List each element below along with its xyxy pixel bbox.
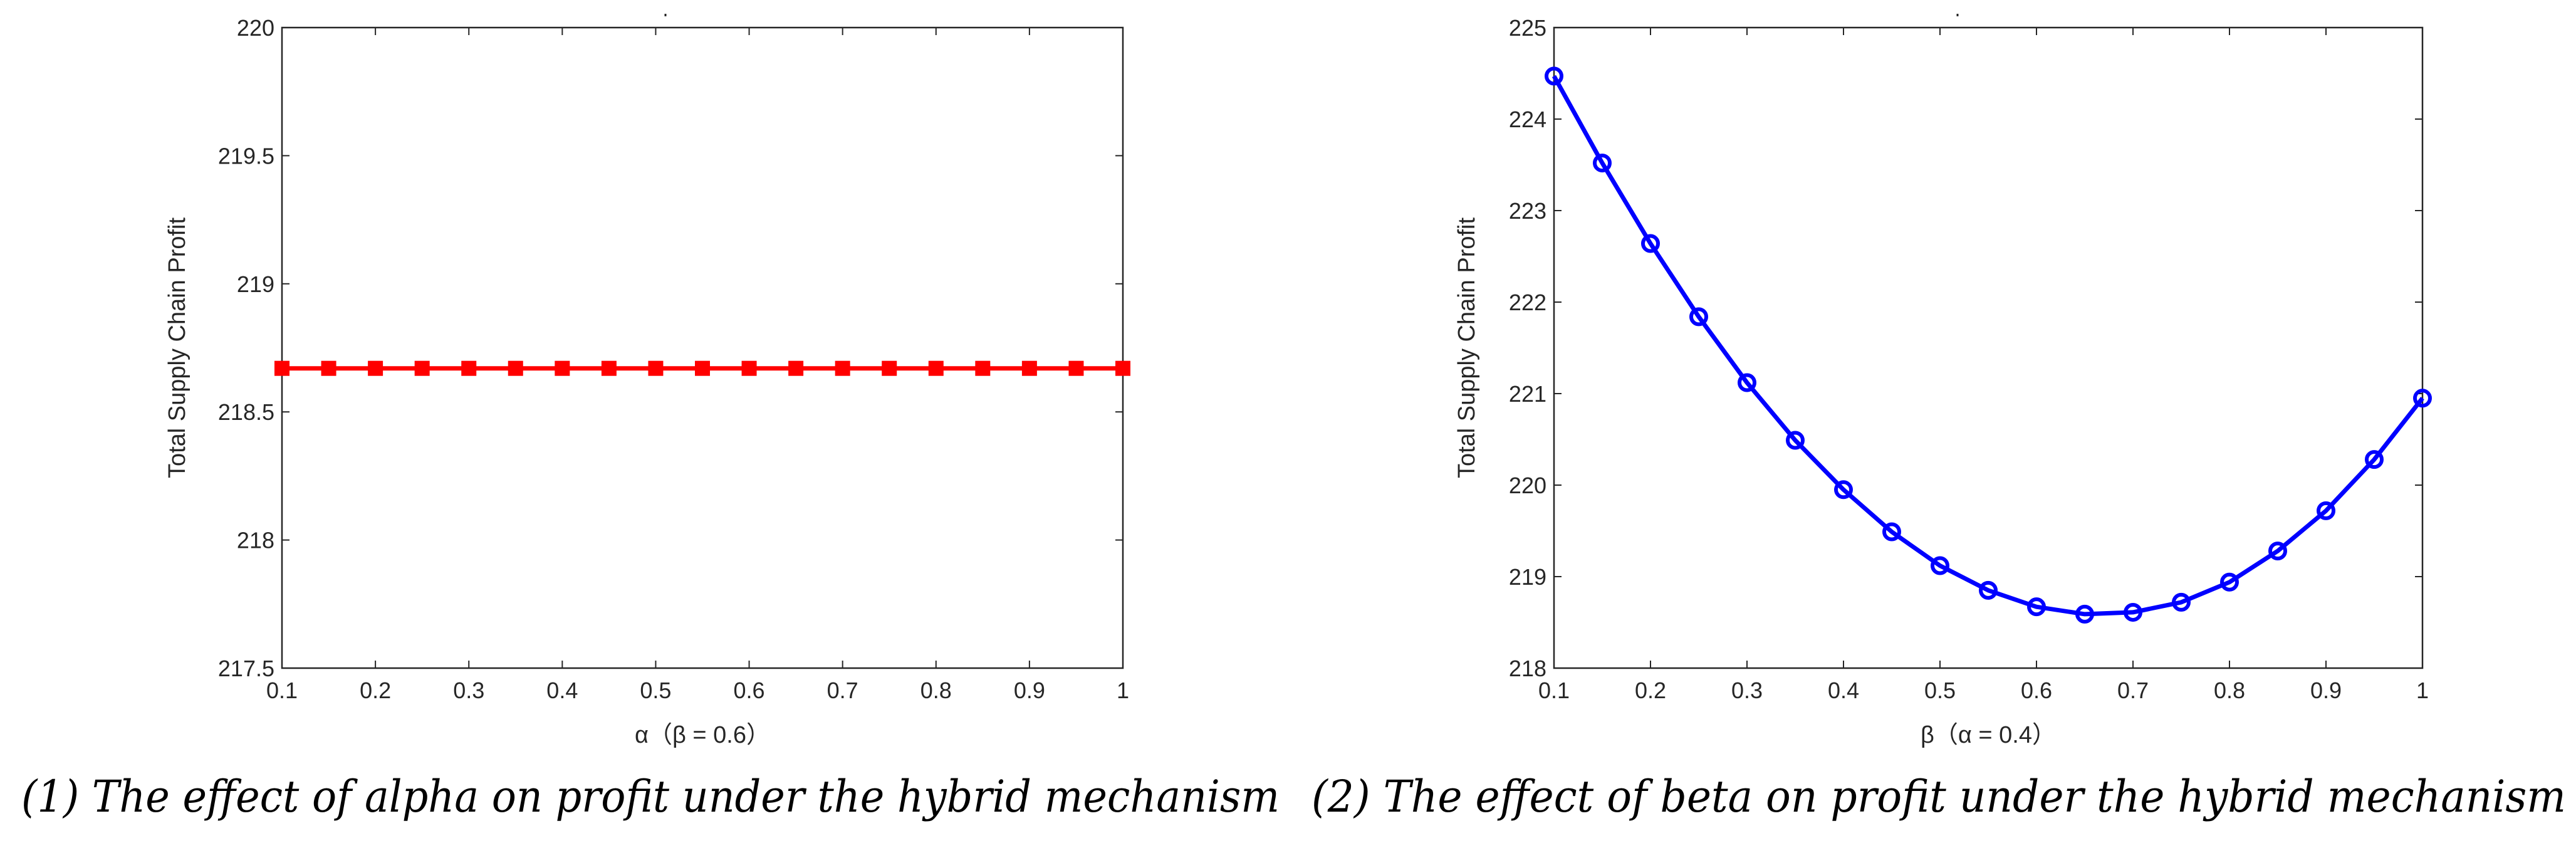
chart-beta: 0.1 0.2 0.3 0.4 0.5 0.6 0.7 0.8 0.9 1 218 219 220 22… — [1311, 14, 2566, 822]
x-axis-label: α（β = 0.6） — [635, 722, 770, 748]
data-point — [648, 360, 664, 376]
x-tick-label: 0.6 — [734, 678, 765, 703]
y-tick-label: 218 — [1509, 656, 1546, 681]
data-point — [461, 360, 477, 376]
y-tick-label: 225 — [1509, 15, 1546, 41]
data-point — [1834, 480, 1853, 500]
series-line — [1551, 75, 2424, 617]
x-tick-label: 0.7 — [827, 678, 858, 703]
y-tick-label: 217.5 — [218, 656, 274, 681]
data-point — [1021, 360, 1037, 376]
x-tick-label: 0.5 — [640, 678, 671, 703]
data-point — [274, 360, 289, 376]
x-tick-label: 0.9 — [2310, 678, 2342, 703]
data-point — [1641, 234, 1660, 253]
data-point — [2027, 597, 2046, 617]
data-point — [321, 360, 336, 376]
x-tick-label: 0.4 — [546, 678, 578, 703]
x-tick-label: 1 — [1117, 678, 1129, 703]
data-point — [1689, 307, 1708, 327]
y-tick-label: 224 — [1509, 107, 1546, 132]
data-point — [975, 360, 991, 376]
data-point — [368, 360, 383, 376]
data-point — [882, 360, 897, 376]
data-point — [2075, 604, 2094, 624]
data-point — [2172, 592, 2191, 612]
figure-caption: (2) The effect of beta on profit under t… — [1311, 771, 2566, 822]
y-tick-label: 220 — [237, 15, 274, 41]
x-tick-labels: 0.1 0.2 0.3 0.4 0.5 0.6 0.7 0.8 0.9 1 — [266, 678, 1129, 703]
data-point — [1545, 66, 1563, 86]
data-point — [601, 360, 617, 376]
x-tick-label: 0.5 — [1924, 678, 1956, 703]
figure-caption: (1) The effect of alpha on profit under … — [21, 771, 1280, 822]
data-point — [2220, 572, 2239, 592]
plot-area — [281, 26, 1124, 669]
data-point — [1593, 154, 1612, 173]
x-tick-label: 0.3 — [453, 678, 484, 703]
y-tick-label: 221 — [1509, 381, 1546, 407]
data-point — [2413, 389, 2432, 408]
y-axis-label: Total Supply Chain Profit — [164, 217, 190, 479]
data-point — [2268, 542, 2287, 561]
x-tick-label: 0.9 — [1014, 678, 1045, 703]
y-tick-label: 220 — [1509, 473, 1546, 498]
data-point — [2317, 501, 2335, 520]
y-axis-label: Total Supply Chain Profit — [1454, 217, 1480, 479]
x-tick-label: 1 — [2416, 678, 2429, 703]
data-point — [1786, 431, 1805, 450]
data-point — [555, 360, 570, 376]
data-point — [1738, 373, 1756, 392]
data-point — [2365, 450, 2384, 469]
data-point — [1882, 522, 1901, 542]
data-point — [1115, 360, 1130, 376]
x-tick-label: 0.8 — [920, 678, 952, 703]
series-layer — [274, 360, 1130, 376]
y-tick-labels: 218 219 220 221 222 223 224 225 — [1509, 15, 1546, 681]
data-point — [508, 360, 523, 376]
x-tick-label: 0.1 — [266, 678, 298, 703]
x-tick-label: 0.1 — [1538, 678, 1570, 703]
x-axis-label: β（α = 0.4） — [1921, 722, 2056, 748]
y-tick-label: 223 — [1509, 198, 1546, 224]
y-tick-label: 218 — [237, 528, 274, 553]
y-tick-label: 222 — [1509, 290, 1546, 315]
x-tick-label: 0.7 — [2117, 678, 2149, 703]
x-tick-label: 0.4 — [1828, 678, 1859, 703]
data-point — [695, 360, 710, 376]
x-tick-label: 0.3 — [1731, 678, 1763, 703]
x-tick-label: 0.2 — [1635, 678, 1666, 703]
x-tick-label: 0.8 — [2214, 678, 2245, 703]
series-layer — [1545, 66, 2432, 624]
tick-marks — [281, 27, 1124, 669]
data-point — [2124, 602, 2142, 622]
y-tick-label: 219.5 — [218, 143, 274, 169]
x-tick-label: 0.2 — [360, 678, 391, 703]
y-tick-labels: 217.5 218 218.5 219 219.5 220 — [218, 15, 274, 681]
chart-alpha: 0.1 0.2 0.3 0.4 0.5 0.6 0.7 0.8 0.9 1 217.5 218 218… — [21, 14, 1280, 822]
data-point — [741, 360, 757, 376]
x-tick-label: 0.6 — [2021, 678, 2052, 703]
plot-area — [1553, 26, 2424, 669]
data-point — [835, 360, 850, 376]
y-tick-label: 219 — [237, 271, 274, 297]
data-point — [1068, 360, 1084, 376]
data-point — [928, 360, 944, 376]
data-point — [788, 360, 804, 376]
data-point — [1979, 580, 1998, 600]
x-tick-labels: 0.1 0.2 0.3 0.4 0.5 0.6 0.7 0.8 0.9 1 — [1538, 678, 2429, 703]
data-point — [414, 360, 430, 376]
y-tick-label: 218.5 — [218, 399, 274, 425]
data-point — [1931, 556, 1949, 575]
y-tick-label: 219 — [1509, 564, 1546, 590]
